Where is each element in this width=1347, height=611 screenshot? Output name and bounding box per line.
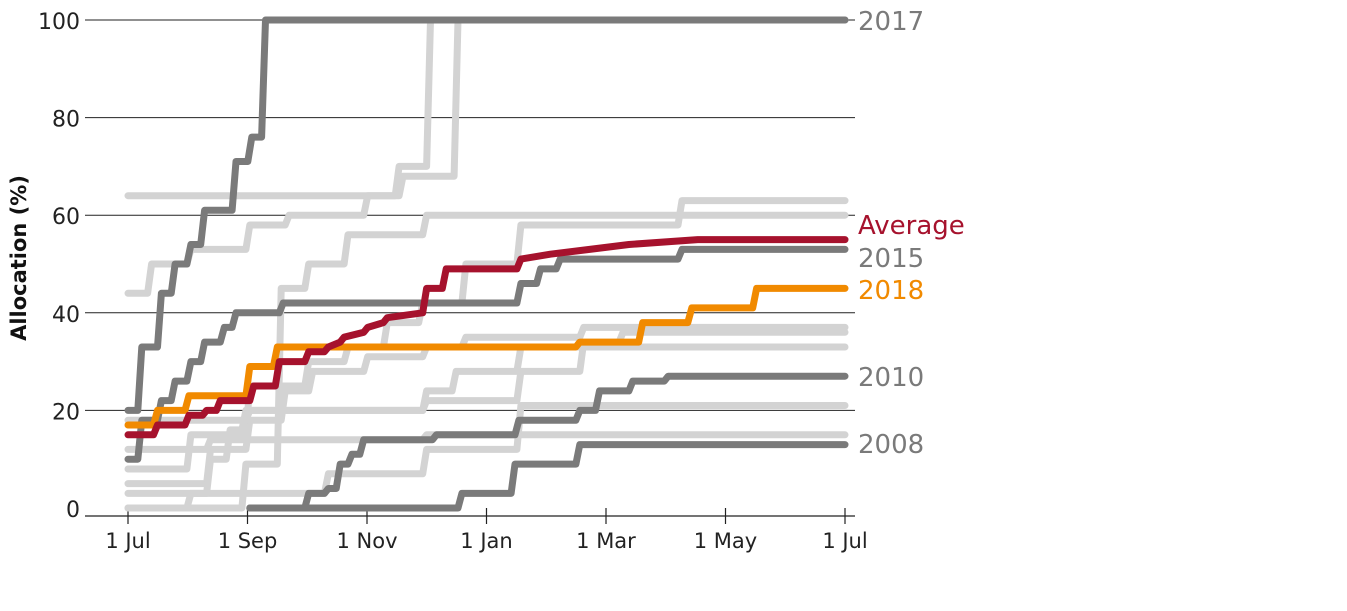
x-tick-label: 1 Jan	[460, 529, 512, 553]
y-tick-label: 20	[52, 400, 80, 425]
y-tick-label: 40	[52, 303, 80, 328]
series-label-2017: 2017	[858, 7, 924, 37]
series-line-2010	[246, 372, 849, 512]
series-label-2015: 2015	[858, 244, 924, 274]
y-tick-label: 80	[52, 108, 80, 133]
series-line-2008	[246, 441, 849, 512]
x-tick-label: 1 Jul	[105, 529, 150, 553]
series-label-2010: 2010	[858, 363, 924, 393]
y-tick-label: 100	[38, 10, 80, 35]
other-year-line	[124, 323, 849, 488]
x-axis: 1 Jul 1 Sep 1 Nov 1 Jan 1 Mar 1 May 1 Jul	[85, 508, 868, 553]
y-axis: 0 20 40 60 80 100	[38, 10, 80, 523]
x-tick-label: 1 Nov	[336, 529, 397, 553]
series-label-2018: 2018	[858, 276, 924, 306]
other-year-line	[124, 16, 849, 297]
y-axis-title: Allocation (%)	[7, 175, 31, 341]
series-line-2015	[124, 245, 849, 463]
y-tick-label: 60	[52, 205, 80, 230]
x-tick-label: 1 Jul	[822, 529, 867, 553]
series-line-average	[124, 236, 849, 439]
series-label-average: Average	[858, 211, 965, 241]
highlighted-series	[124, 16, 849, 512]
y-tick-label: 0	[66, 498, 80, 523]
x-tick-label: 1 Sep	[218, 529, 278, 553]
other-year-line	[124, 211, 849, 512]
x-tick-label: 1 May	[694, 529, 757, 553]
series-label-2008: 2008	[858, 430, 924, 460]
x-tick-label: 1 Mar	[576, 529, 636, 553]
other-year-line	[124, 343, 849, 512]
series-line-2018	[124, 284, 849, 429]
series-line-2017	[124, 16, 849, 414]
